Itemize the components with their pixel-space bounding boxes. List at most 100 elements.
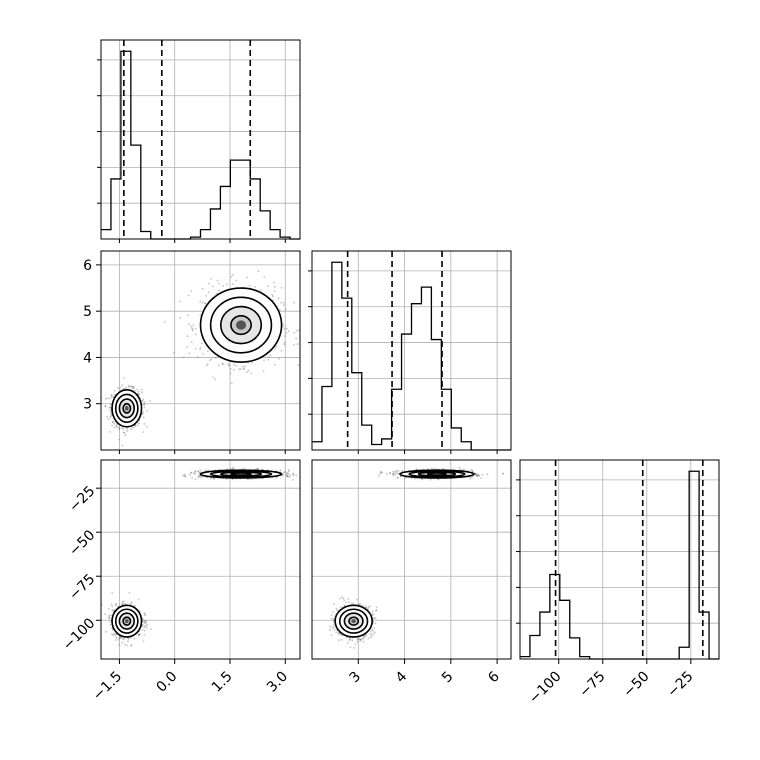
- scatter-point: [271, 293, 273, 296]
- scatter-point: [197, 475, 200, 478]
- scatter-point: [182, 474, 185, 477]
- scatter-point: [286, 327, 288, 330]
- scatter-point: [132, 387, 135, 389]
- scatter-point: [295, 474, 298, 477]
- scatter-point: [110, 395, 113, 398]
- scatter-point: [282, 325, 285, 328]
- scatter-point: [332, 626, 335, 629]
- scatter-point: [114, 604, 117, 607]
- scatter-point: [142, 411, 145, 413]
- scatter-point: [222, 285, 224, 287]
- scatter-point: [205, 294, 208, 297]
- scatter-point: [330, 617, 333, 620]
- joint-panel-0-1: [100, 250, 301, 451]
- joint-content: [101, 460, 300, 659]
- scatter-point: [363, 636, 365, 638]
- scatter-point: [193, 472, 196, 475]
- scatter-point: [221, 363, 224, 366]
- scatter-point: [113, 632, 115, 635]
- scatter-point: [241, 365, 244, 368]
- scatter-point: [199, 300, 202, 303]
- scatter-point: [283, 343, 286, 346]
- scatter-point: [369, 605, 371, 608]
- scatter-point: [342, 597, 345, 600]
- scatter-point: [397, 477, 399, 479]
- scatter-point: [246, 371, 248, 374]
- scatter-point: [284, 335, 286, 337]
- scatter-point: [118, 635, 121, 638]
- scatter-point: [371, 614, 374, 617]
- scatter-point: [231, 273, 234, 276]
- scatter-point: [287, 330, 290, 333]
- scatter-point: [110, 413, 112, 415]
- scatter-point: [243, 467, 246, 470]
- histogram-step-1: [101, 50, 300, 240]
- scatter-point: [196, 356, 199, 358]
- scatter-point: [191, 329, 194, 332]
- scatter-point: [339, 597, 341, 600]
- scatter-point: [114, 633, 116, 636]
- scatter-point: [143, 626, 146, 629]
- scatter-point: [278, 309, 281, 311]
- scatter-point: [335, 607, 338, 610]
- scatter-point: [197, 470, 199, 473]
- scatter-point: [502, 472, 504, 475]
- scatter-point: [367, 637, 370, 640]
- scatter-point: [125, 386, 128, 389]
- scatter-point: [206, 350, 209, 353]
- scatter-point: [269, 354, 272, 357]
- scatter-point: [111, 394, 113, 397]
- scatter-point: [372, 629, 374, 632]
- scatter-point: [194, 470, 197, 473]
- scatter-point: [122, 638, 124, 640]
- scatter-point: [183, 473, 186, 476]
- scatter-point: [246, 276, 249, 279]
- scatter-point: [109, 431, 111, 433]
- scatter-point: [332, 618, 335, 620]
- scatter-point: [340, 634, 343, 636]
- scatter-point: [282, 473, 284, 475]
- scatter-point: [109, 621, 111, 623]
- scatter-point: [239, 368, 242, 371]
- scatter-point: [212, 285, 214, 288]
- scatter-point: [146, 623, 149, 626]
- scatter-point: [298, 329, 300, 331]
- scatter-point: [232, 283, 234, 286]
- joint-panel-1-2: [311, 459, 512, 660]
- scatter-point: [132, 385, 135, 388]
- scatter-point: [141, 413, 144, 415]
- scatter-point: [268, 356, 270, 359]
- scatter-point: [370, 634, 373, 637]
- scatter-point: [396, 476, 399, 479]
- scatter-point: [141, 412, 144, 415]
- scatter-point: [179, 316, 182, 319]
- scatter-point: [337, 632, 340, 634]
- scatter-point: [179, 300, 182, 303]
- scatter-point: [111, 421, 114, 424]
- scatter-point: [254, 285, 257, 288]
- scatter-point: [345, 601, 347, 604]
- scatter-point: [138, 422, 140, 425]
- scatter-point: [362, 637, 365, 640]
- scatter-point: [130, 385, 133, 388]
- scatter-point: [282, 302, 285, 304]
- scatter-point: [109, 409, 112, 412]
- scatter-point: [231, 466, 234, 469]
- scatter-point: [210, 278, 212, 280]
- scatter-point: [349, 637, 352, 640]
- scatter-point: [373, 627, 376, 629]
- scatter-point: [421, 478, 424, 481]
- scatter-point: [365, 634, 368, 637]
- scatter-point: [286, 475, 288, 477]
- scatter-point: [143, 403, 146, 406]
- scatter-point: [150, 628, 153, 630]
- scatter-point: [287, 469, 290, 471]
- scatter-point: [106, 397, 109, 400]
- scatter-point: [121, 603, 124, 605]
- scatter-point: [114, 639, 117, 641]
- scatter-point: [288, 472, 290, 475]
- scatter-point: [274, 363, 276, 366]
- scatter-point: [116, 426, 118, 429]
- scatter-point: [191, 328, 194, 331]
